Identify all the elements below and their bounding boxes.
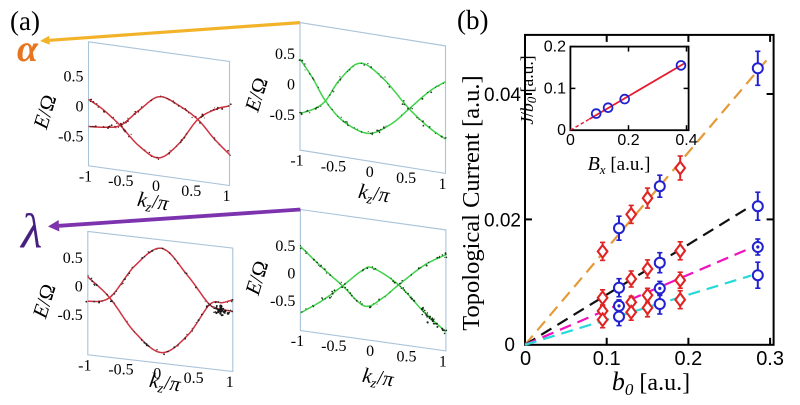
svg-text:0: 0 bbox=[152, 178, 160, 195]
svg-text:-1: -1 bbox=[78, 357, 91, 374]
svg-text:0: 0 bbox=[287, 77, 295, 94]
svg-text:1: 1 bbox=[223, 188, 231, 205]
svg-text:0: 0 bbox=[566, 132, 575, 149]
svg-text:0: 0 bbox=[153, 366, 161, 383]
svg-text:-0.5: -0.5 bbox=[108, 173, 133, 190]
svg-text:0.5: 0.5 bbox=[63, 250, 83, 267]
svg-text:0.2: 0.2 bbox=[674, 348, 702, 370]
svg-text:-0.5: -0.5 bbox=[57, 307, 82, 324]
svg-text:0: 0 bbox=[76, 99, 84, 116]
svg-text:b0 [a.u.]: b0 [a.u.] bbox=[612, 367, 690, 399]
svg-text:(b): (b) bbox=[457, 5, 488, 35]
svg-text:0.5: 0.5 bbox=[181, 183, 201, 200]
svg-text:J/b0 [a.u.]: J/b0 [a.u.] bbox=[517, 55, 539, 124]
svg-text:0.04: 0.04 bbox=[484, 85, 521, 106]
svg-text:1: 1 bbox=[439, 176, 447, 193]
svg-text:kz/π: kz/π bbox=[360, 363, 395, 395]
svg-text:0: 0 bbox=[504, 335, 515, 356]
svg-text:E/Ω: E/Ω bbox=[240, 75, 273, 116]
svg-text:0: 0 bbox=[287, 265, 295, 282]
svg-text:0: 0 bbox=[520, 348, 531, 370]
svg-text:0.5: 0.5 bbox=[64, 69, 84, 86]
svg-text:kz/π: kz/π bbox=[356, 179, 391, 211]
svg-text:(a): (a) bbox=[10, 6, 40, 36]
svg-text:0.1: 0.1 bbox=[593, 348, 621, 370]
svg-text:-1: -1 bbox=[290, 153, 303, 170]
svg-text:λ: λ bbox=[19, 203, 42, 258]
svg-text:0.4: 0.4 bbox=[675, 132, 697, 149]
svg-text:1: 1 bbox=[226, 374, 234, 391]
svg-text:-0.5: -0.5 bbox=[321, 158, 346, 175]
svg-text:0: 0 bbox=[366, 164, 374, 181]
svg-text:-0.5: -0.5 bbox=[270, 293, 295, 310]
svg-text:-0.5: -0.5 bbox=[108, 362, 133, 379]
svg-text:E/Ω: E/Ω bbox=[27, 281, 60, 322]
svg-text:1: 1 bbox=[439, 353, 447, 370]
svg-text:0.1: 0.1 bbox=[544, 80, 566, 97]
svg-text:Bx [a.u.]: Bx [a.u.] bbox=[588, 153, 651, 177]
svg-text:0.5: 0.5 bbox=[275, 238, 295, 255]
svg-text:-1: -1 bbox=[291, 333, 304, 350]
svg-text:0.02: 0.02 bbox=[484, 210, 521, 231]
svg-text:0: 0 bbox=[557, 122, 566, 139]
svg-text:-1: -1 bbox=[79, 168, 92, 185]
svg-text:0.5: 0.5 bbox=[184, 370, 204, 387]
svg-text:0: 0 bbox=[366, 343, 374, 360]
svg-text:0.3: 0.3 bbox=[756, 348, 784, 370]
svg-text:0: 0 bbox=[75, 279, 83, 296]
svg-text:α: α bbox=[17, 28, 39, 70]
svg-text:E/Ω: E/Ω bbox=[240, 258, 273, 299]
svg-text:0.5: 0.5 bbox=[396, 170, 416, 187]
svg-text:-0.5: -0.5 bbox=[58, 129, 83, 146]
svg-text:kz/π: kz/π bbox=[147, 368, 182, 400]
svg-text:0.5: 0.5 bbox=[275, 46, 295, 63]
svg-text:-0.5: -0.5 bbox=[270, 107, 295, 124]
svg-text:E/Ω: E/Ω bbox=[28, 92, 61, 133]
svg-text:kz/π: kz/π bbox=[135, 187, 170, 219]
svg-text:-0.5: -0.5 bbox=[321, 338, 346, 355]
svg-text:0.5: 0.5 bbox=[397, 348, 417, 365]
svg-text:Topological Current [a.u.]: Topological Current [a.u.] bbox=[458, 75, 485, 330]
svg-text:0.2: 0.2 bbox=[617, 132, 639, 149]
svg-text:0.2: 0.2 bbox=[544, 39, 566, 56]
